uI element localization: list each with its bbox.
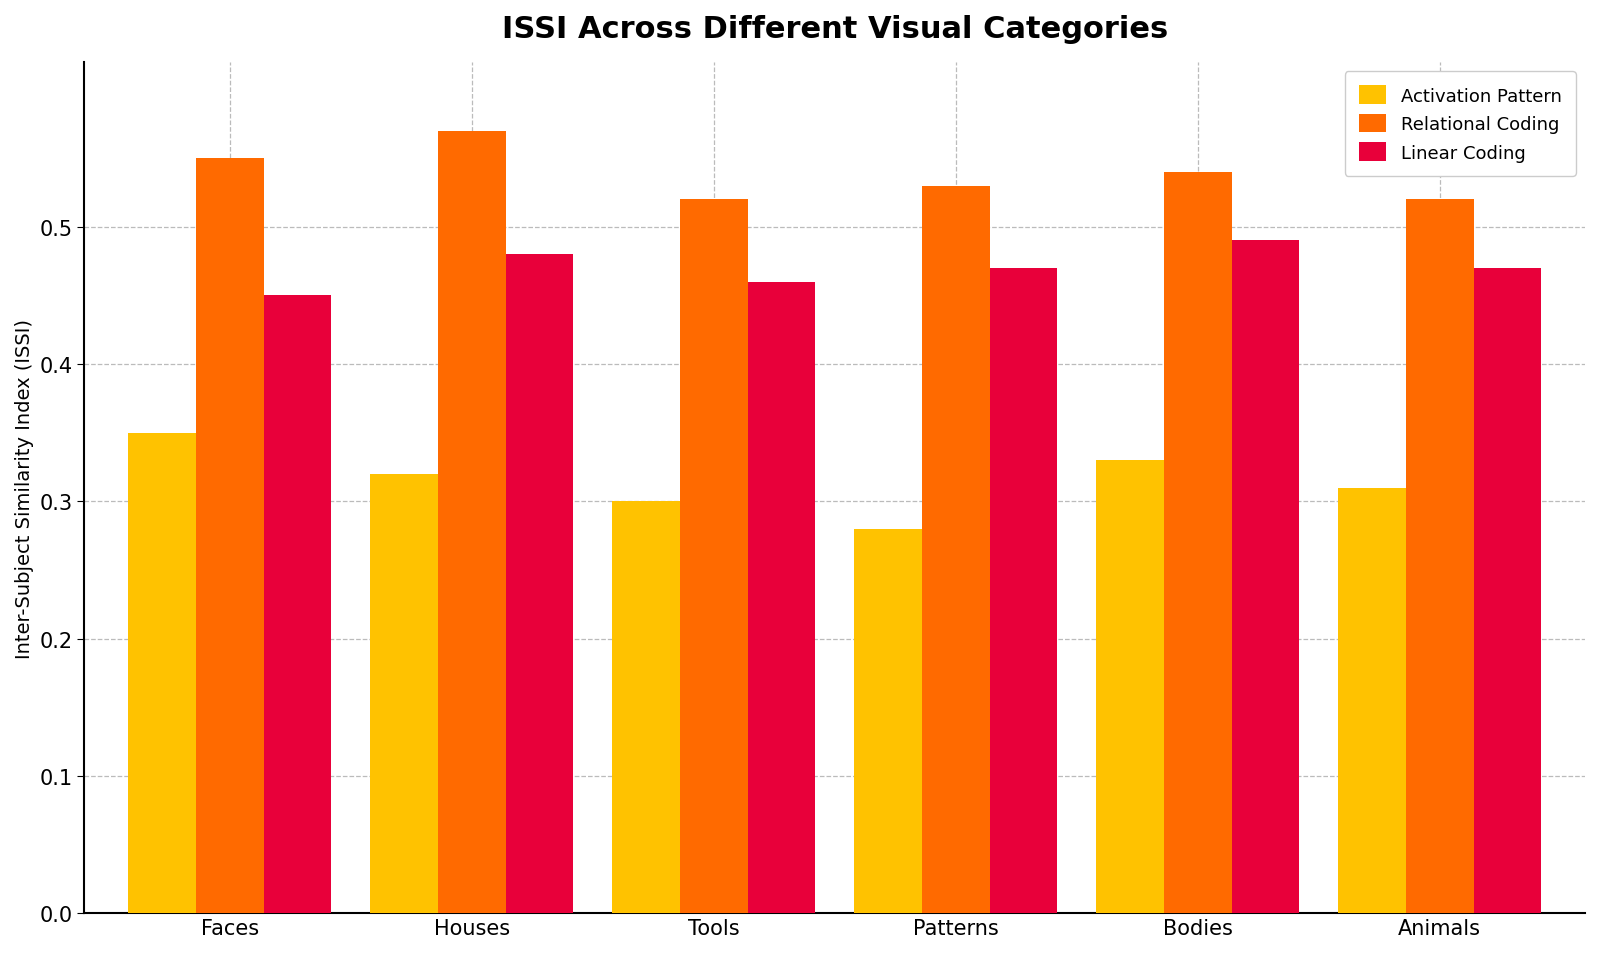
Bar <box>1406 200 1474 913</box>
Legend: Activation Pattern, Relational Coding, Linear Coding: Activation Pattern, Relational Coding, L… <box>1344 72 1576 177</box>
Bar <box>854 529 922 913</box>
Bar <box>195 159 264 913</box>
Bar <box>264 296 331 913</box>
Bar <box>370 475 438 913</box>
Bar <box>506 254 573 913</box>
Bar <box>1338 488 1406 913</box>
Bar <box>1474 269 1541 913</box>
Bar <box>1163 172 1232 913</box>
Bar <box>1232 241 1299 913</box>
Title: ISSI Across Different Visual Categories: ISSI Across Different Visual Categories <box>502 15 1168 44</box>
Bar <box>1096 460 1163 913</box>
Bar <box>990 269 1058 913</box>
Bar <box>680 200 747 913</box>
Bar <box>128 434 195 913</box>
Bar <box>747 282 816 913</box>
Y-axis label: Inter-Subject Similarity Index (ISSI): Inter-Subject Similarity Index (ISSI) <box>14 318 34 658</box>
Bar <box>438 132 506 913</box>
Bar <box>613 502 680 913</box>
Bar <box>922 187 990 913</box>
